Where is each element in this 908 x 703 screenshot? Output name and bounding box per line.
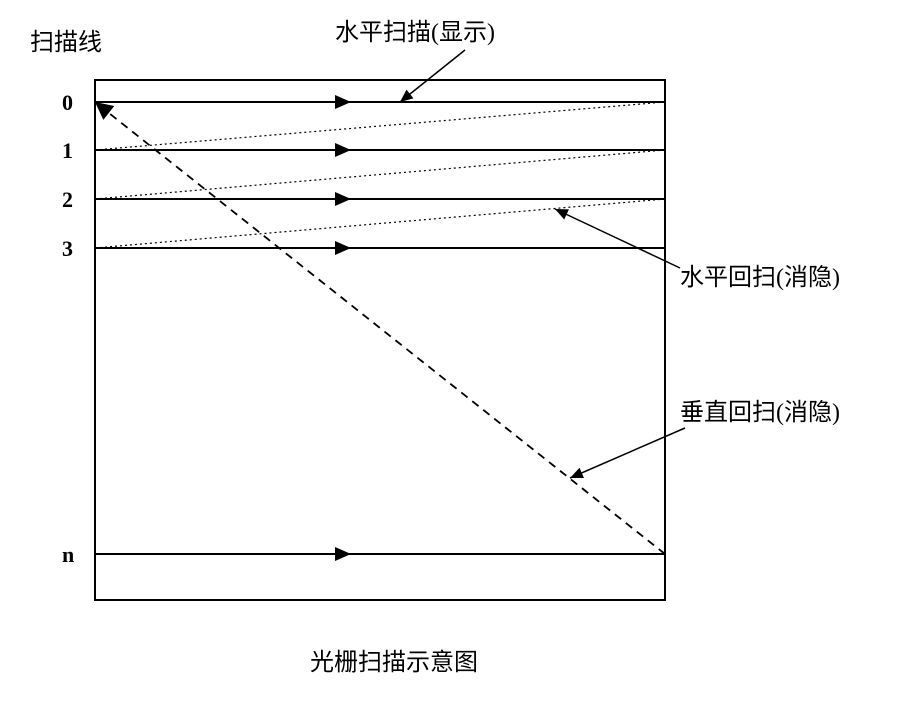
row-label-1: 1 xyxy=(62,138,73,163)
row-label-4: n xyxy=(62,542,74,567)
diagram-title: 光栅扫描示意图 xyxy=(310,649,478,676)
bg xyxy=(0,0,908,703)
row-label-3: 3 xyxy=(62,236,73,261)
row-label-0: 0 xyxy=(62,90,73,115)
annotation-text-0: 水平扫描(显示) xyxy=(335,19,495,46)
annotation-text-1: 水平回扫(消隐) xyxy=(680,264,840,291)
label-scanline: 扫描线 xyxy=(30,29,102,56)
annotation-text-2: 垂直回扫(消隐) xyxy=(680,399,840,426)
raster-scan-diagram: 0 1 2 3 n 扫描线 水平扫描(显示) 水平回扫(消隐) 垂直回扫(消隐) 光栅扫描示意图 xyxy=(0,0,908,703)
row-label-2: 2 xyxy=(62,187,73,212)
